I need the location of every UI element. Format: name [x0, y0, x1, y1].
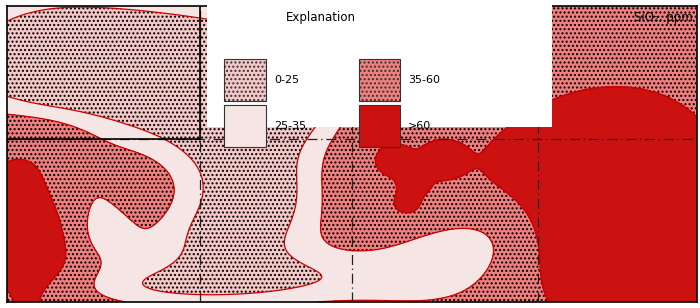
Text: >60: >60 [408, 121, 431, 131]
Bar [358, 59, 400, 101]
Bar [224, 105, 265, 147]
Bar [224, 59, 265, 101]
Text: 25-35: 25-35 [274, 121, 306, 131]
FancyBboxPatch shape [207, 3, 552, 128]
Text: Explanation: Explanation [286, 10, 356, 24]
Text: 35-60: 35-60 [408, 75, 440, 85]
Bar [358, 105, 400, 147]
Text: 0-25: 0-25 [274, 75, 299, 85]
Text: SiO₂, ppm: SiO₂, ppm [634, 10, 693, 24]
